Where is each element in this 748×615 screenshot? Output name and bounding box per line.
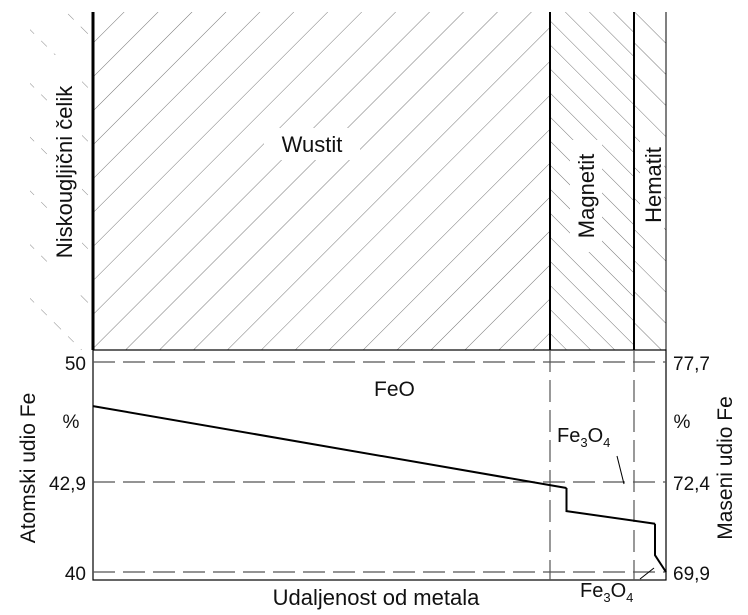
fe3o4-label-a: Fe3O4: [557, 425, 610, 450]
right-tick-72-4: 72,4: [673, 474, 710, 495]
right-unit: %: [674, 412, 691, 433]
right-tick-69-9: 69,9: [673, 564, 710, 585]
feo-label: FeO: [374, 378, 415, 401]
wustite-hatch: [93, 12, 550, 350]
left-unit: %: [63, 412, 80, 433]
hematite-label: Hematit: [641, 147, 666, 223]
fe-content-line-magnetite: [565, 488, 656, 525]
fe-content-line-wustite: [92, 405, 567, 489]
fe-content-line-hematite: [654, 523, 667, 573]
fe3o4-leader-b: [639, 567, 655, 580]
layer-region: Niskougljični čelik Wustit Magnetit Hema…: [30, 10, 667, 350]
right-tick-77-7: 77,7: [673, 354, 710, 375]
left-tick-50: 50: [65, 354, 86, 375]
plot-frame: [92, 349, 667, 581]
wustite-label: Wustit: [282, 132, 343, 157]
composition-chart: FeO Fe3O4 Fe3O4 50 % 42,9 40 Atomski udi…: [17, 349, 737, 610]
fe3o4-leader-a: [616, 455, 625, 485]
fe3o4-label-b: Fe3O4: [580, 580, 633, 605]
left-tick-40: 40: [65, 564, 86, 585]
magnetite-label: Magnetit: [574, 154, 599, 238]
left-axis-label: Atomski udio Fe: [17, 393, 40, 544]
right-axis-label: Maseni udio Fe: [714, 396, 737, 540]
steel-label: Niskougljični čelik: [52, 85, 77, 258]
x-axis-label: Udaljenost od metala: [273, 585, 480, 610]
left-tick-42-9: 42,9: [49, 474, 86, 495]
